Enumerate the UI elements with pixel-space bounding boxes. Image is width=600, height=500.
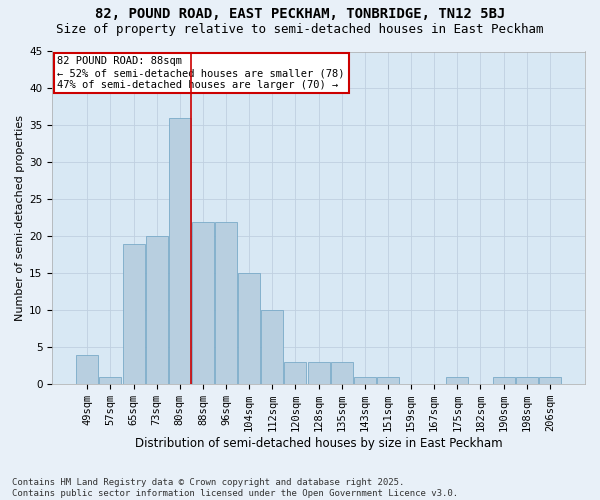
Bar <box>169 118 191 384</box>
Text: 82, POUND ROAD, EAST PECKHAM, TONBRIDGE, TN12 5BJ: 82, POUND ROAD, EAST PECKHAM, TONBRIDGE,… <box>95 8 505 22</box>
Bar <box>284 362 307 384</box>
Bar <box>100 377 121 384</box>
Y-axis label: Number of semi-detached properties: Number of semi-detached properties <box>15 115 25 321</box>
Bar <box>238 274 260 384</box>
Text: 82 POUND ROAD: 88sqm
← 52% of semi-detached houses are smaller (78)
47% of semi-: 82 POUND ROAD: 88sqm ← 52% of semi-detac… <box>58 56 345 90</box>
Bar <box>122 244 145 384</box>
Bar <box>331 362 353 384</box>
Text: Size of property relative to semi-detached houses in East Peckham: Size of property relative to semi-detach… <box>56 22 544 36</box>
Bar <box>377 377 399 384</box>
Text: Contains HM Land Registry data © Crown copyright and database right 2025.
Contai: Contains HM Land Registry data © Crown c… <box>12 478 458 498</box>
X-axis label: Distribution of semi-detached houses by size in East Peckham: Distribution of semi-detached houses by … <box>135 437 502 450</box>
Bar <box>539 377 561 384</box>
Bar <box>192 222 214 384</box>
Bar <box>76 354 98 384</box>
Bar <box>308 362 329 384</box>
Bar <box>446 377 468 384</box>
Bar <box>146 236 167 384</box>
Bar <box>354 377 376 384</box>
Bar <box>215 222 237 384</box>
Bar <box>493 377 515 384</box>
Bar <box>262 310 283 384</box>
Bar <box>515 377 538 384</box>
